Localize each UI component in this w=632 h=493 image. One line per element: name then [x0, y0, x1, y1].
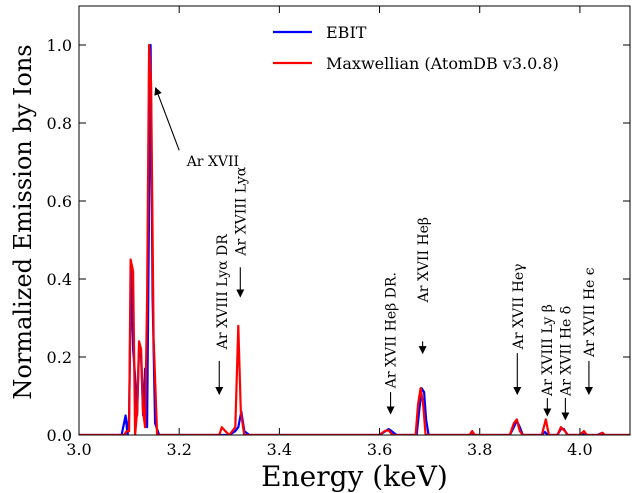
y-tick-label: 0.8	[47, 114, 72, 133]
y-axis-title: Normalized Emission by Ions	[9, 44, 37, 399]
series-layer	[79, 43, 630, 435]
x-tick-label: 3.2	[166, 440, 191, 459]
annotation-label: Ar XVIII Ly β	[540, 304, 556, 397]
y-tick-label: 0.6	[47, 192, 72, 211]
annotation-label: Ar XVII He δ	[558, 306, 574, 397]
annotation-arrow	[154, 86, 180, 151]
series-line-1	[79, 43, 630, 435]
x-tick-label: 3.4	[267, 440, 292, 459]
legend-label-maxwellian: Maxwellian (AtomDB v3.0.8)	[326, 54, 559, 73]
x-tick-label: 4.0	[567, 440, 592, 459]
annotation-label: Ar XVIII Lyα DR	[215, 234, 231, 350]
annotation-label: Ar XVII	[186, 154, 239, 170]
annotation-label: Ar XVII He ϵ	[582, 267, 598, 358]
y-tick-label: 1.0	[47, 36, 72, 55]
x-axis-title: Energy (keV)	[261, 460, 448, 493]
y-tick-label: 0.4	[47, 270, 72, 289]
annotation-label: Ar XVII Heγ	[511, 263, 527, 350]
x-tick-label: 3.0	[66, 440, 91, 459]
x-tick-label: 3.6	[367, 440, 392, 459]
x-tick-label: 3.8	[467, 440, 492, 459]
legend: EBIT Maxwellian (AtomDB v3.0.8)	[273, 23, 559, 73]
plot-frame	[78, 5, 631, 436]
y-tick-label: 0.0	[47, 426, 72, 445]
y-tick-label: 0.2	[47, 348, 72, 367]
x-axis: 3.0 3.2 3.4 3.6 3.8 4.0	[66, 6, 593, 459]
annotation-label: Ar XVII Heβ DR.	[384, 272, 400, 389]
y-axis: 0.0 0.2 0.4 0.6 0.8 1.0	[47, 36, 630, 445]
legend-label-ebit: EBIT	[326, 23, 367, 42]
annotation-label: Ar XVII Heβ	[416, 217, 432, 303]
annotation-label: Ar XVIII Lyα	[233, 166, 249, 256]
